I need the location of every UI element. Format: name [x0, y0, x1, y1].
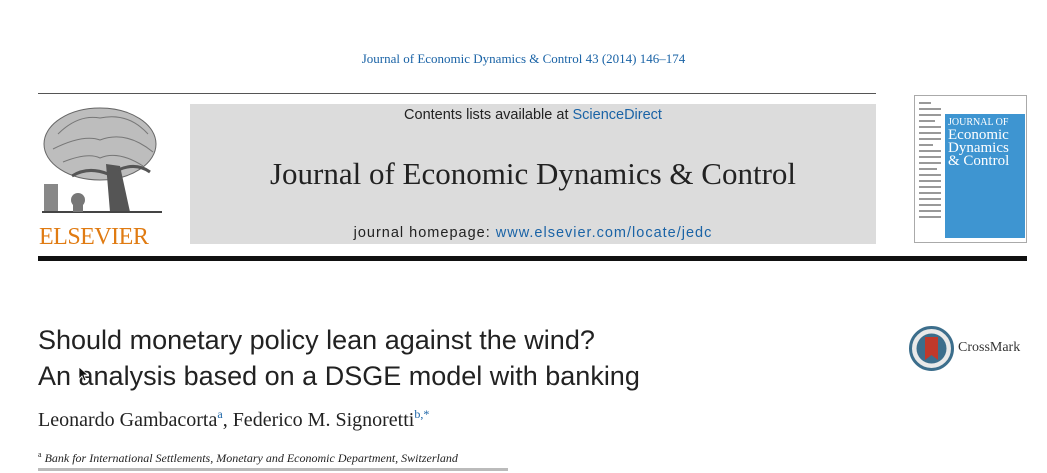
header-divider	[38, 256, 1027, 261]
publisher-wordmark: ELSEVIER	[39, 224, 149, 250]
mouse-cursor-icon	[78, 366, 88, 382]
contents-line: Contents lists available at ScienceDirec…	[190, 107, 876, 123]
author-list: Leonardo Gambacortaa, Federico M. Signor…	[38, 407, 430, 431]
affiliation-a: a Bank for International Settlements, Mo…	[38, 450, 458, 466]
sciencedirect-link[interactable]: ScienceDirect	[572, 107, 662, 123]
header-rule	[38, 93, 876, 94]
crossmark-icon[interactable]	[908, 325, 955, 372]
homepage-link[interactable]: www.elsevier.com/locate/jedc	[495, 225, 713, 241]
author-name[interactable]: Leonardo Gambacorta	[38, 409, 218, 431]
author-mark[interactable]: b,*	[414, 407, 430, 421]
affiliation-b-cut-off	[38, 466, 508, 473]
cover-text-lines	[919, 102, 941, 237]
cover-blue-panel: JOURNAL OF Economic Dynamics & Control	[945, 114, 1025, 238]
homepage-line: journal homepage: www.elsevier.com/locat…	[190, 225, 876, 241]
author-mark[interactable]: a	[217, 407, 223, 421]
author-name[interactable]: Federico M. Signoretti	[232, 409, 415, 431]
crossmark-label[interactable]: CrossMark	[958, 340, 1021, 355]
article-title: Should monetary policy lean against the …	[38, 322, 640, 394]
elsevier-tree-logo-icon	[42, 107, 162, 213]
affiliation-mark: a	[38, 450, 42, 459]
homepage-prefix: journal homepage:	[353, 225, 496, 241]
cover-title: JOURNAL OF Economic Dynamics & Control	[948, 117, 1010, 169]
title-line-2: An analysis based on a DSGE model with b…	[38, 361, 640, 391]
affiliation-text: Bank for International Settlements, Mone…	[44, 451, 458, 465]
elsevier-logo: ELSEVIER	[38, 104, 168, 250]
journal-name: Journal of Economic Dynamics & Control	[269, 156, 797, 191]
journal-banner: Contents lists available at ScienceDirec…	[190, 104, 876, 244]
contents-prefix: Contents lists available at	[404, 107, 573, 123]
title-line-1: Should monetary policy lean against the …	[38, 325, 595, 355]
journal-citation: Journal of Economic Dynamics & Control 4…	[361, 51, 686, 66]
journal-cover-thumbnail-icon: JOURNAL OF Economic Dynamics & Control	[914, 95, 1027, 243]
